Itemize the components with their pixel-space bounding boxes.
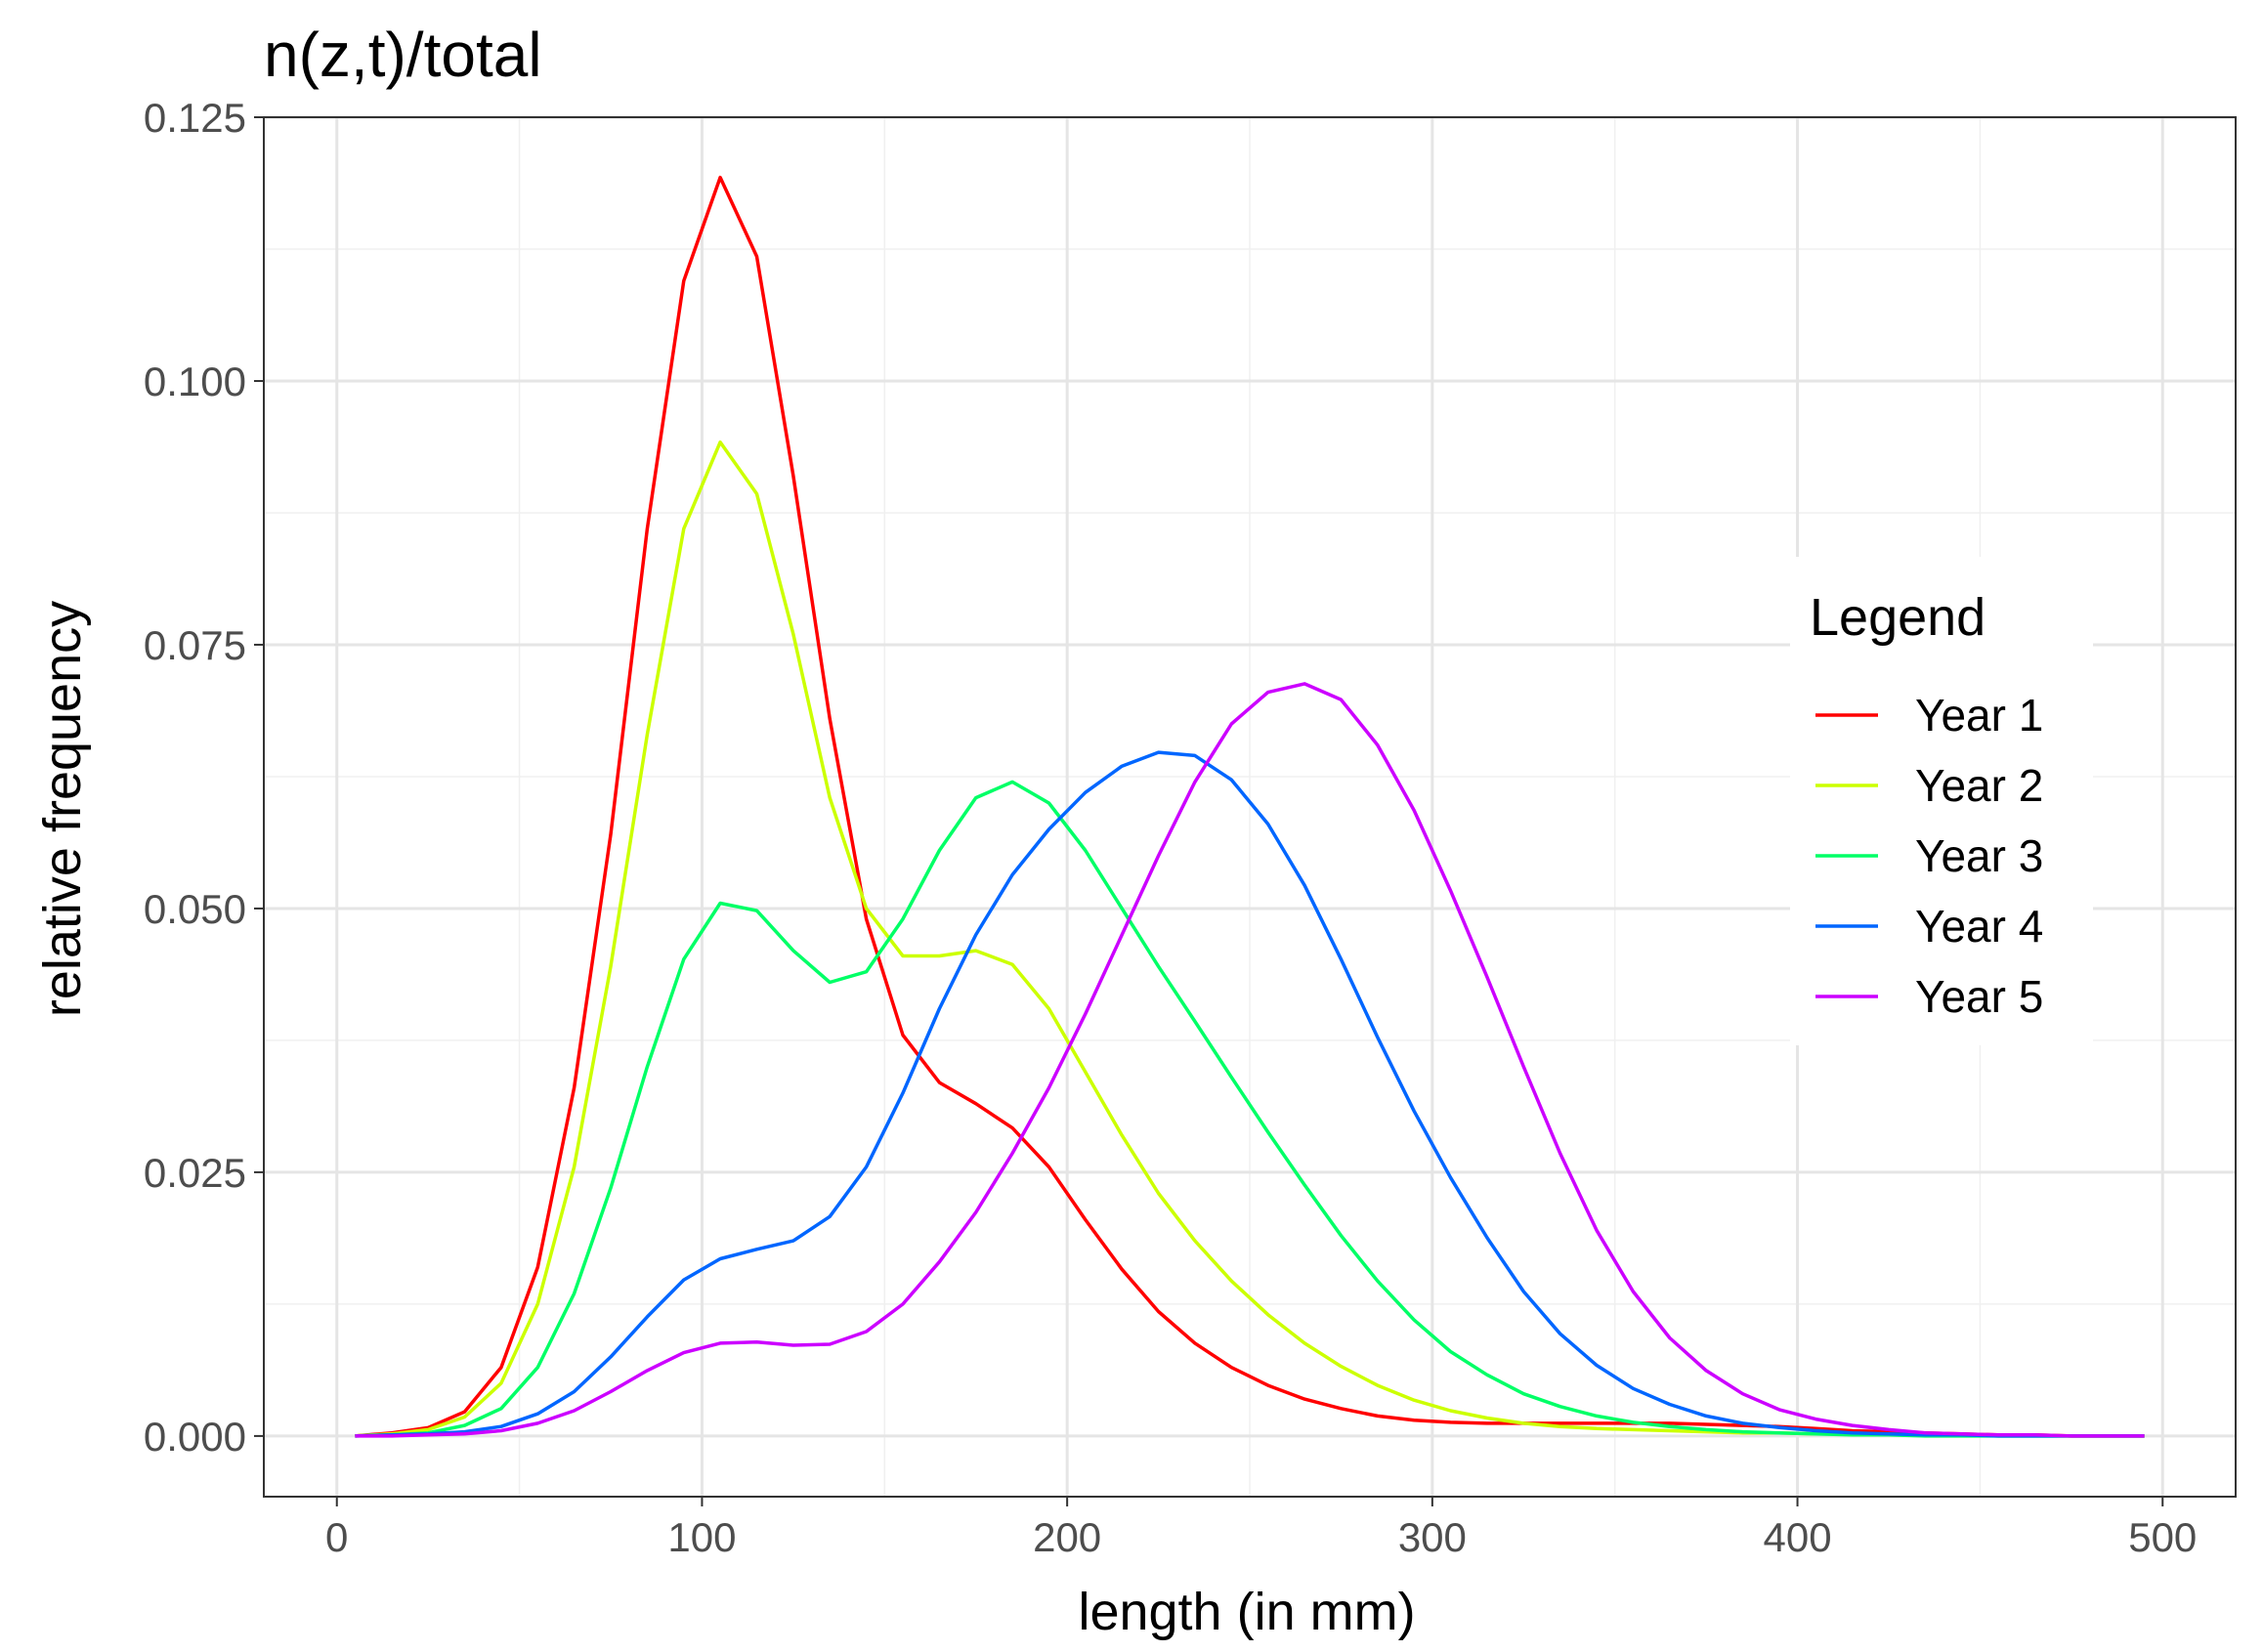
legend-label-year-3: Year 3: [1915, 830, 2043, 881]
series-lines: [355, 175, 2145, 1438]
y-axis: 0.000 0.025 0.050 0.075 0.100 0.125: [144, 95, 264, 1460]
x-tick-label: 500: [2128, 1514, 2197, 1560]
x-axis: 0 100 200 300 400 500: [325, 1497, 2197, 1560]
legend-label-year-4: Year 4: [1915, 901, 2043, 952]
series-line-year-1: [355, 175, 2145, 1438]
legend-label-year-1: Year 1: [1915, 690, 2043, 741]
y-tick-label: 0.100: [144, 359, 246, 404]
chart-title: n(z,t)/total: [264, 20, 542, 90]
x-tick-label: 100: [667, 1514, 736, 1560]
y-axis-title: relative frequency: [33, 601, 92, 1017]
y-tick-label: 0.000: [144, 1414, 246, 1460]
legend-label-year-2: Year 2: [1915, 760, 2043, 811]
x-tick-label: 200: [1033, 1514, 1101, 1560]
plot-panel-border: [263, 116, 2237, 1498]
legend: Legend Year 1 Year 2 Year 3 Year 4 Year 5: [1790, 557, 2093, 1045]
series-line-year-3: [355, 780, 2145, 1438]
y-tick-label: 0.025: [144, 1150, 246, 1196]
y-tick-label: 0.125: [144, 95, 246, 141]
legend-label-year-5: Year 5: [1915, 971, 2043, 1022]
y-tick-label: 0.050: [144, 886, 246, 932]
x-tick-label: 400: [1764, 1514, 1832, 1560]
legend-title: Legend: [1810, 588, 1985, 647]
legend-items: Year 1 Year 2 Year 3 Year 4 Year 5: [1815, 690, 2043, 1022]
x-axis-title: length (in mm): [1078, 1583, 1415, 1641]
series-line-year-4: [355, 750, 2145, 1438]
series-line-year-5: [355, 682, 2145, 1438]
legend-background: [1790, 557, 2093, 1045]
x-tick-label: 0: [325, 1514, 348, 1560]
x-tick-label: 300: [1398, 1514, 1467, 1560]
y-tick-label: 0.075: [144, 622, 246, 668]
